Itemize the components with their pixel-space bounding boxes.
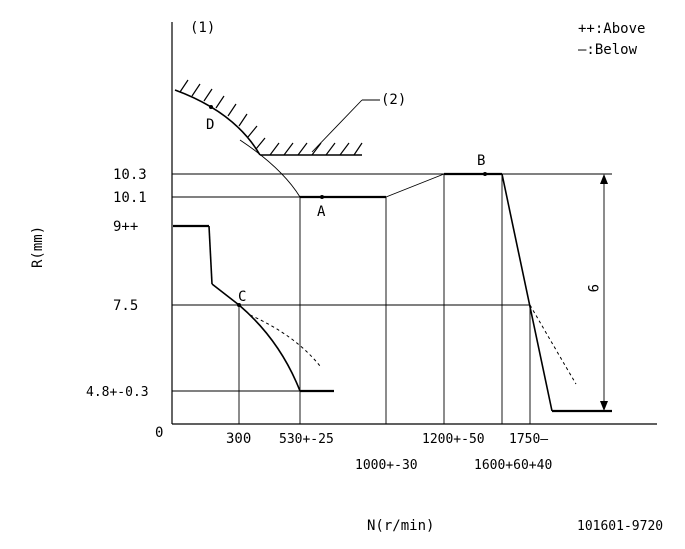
leader-2-diagonal: [311, 99, 363, 153]
drop-line: [208, 225, 213, 285]
marker-d: [209, 105, 213, 109]
ytick-10-3: 10.3: [113, 167, 147, 183]
ytick-9: 9++: [113, 219, 138, 235]
label-b: B: [477, 153, 485, 169]
legend-below: —:Below: [578, 42, 638, 58]
dim-arrow-top: [600, 174, 608, 184]
ytick-4-8: 4.8+-0.3: [86, 385, 149, 400]
xtick-1750: 1750—: [509, 432, 548, 447]
curve-c: [211, 283, 301, 392]
ytick-0: 0: [155, 425, 163, 441]
ytick-7-5: 7.5: [113, 298, 138, 314]
dim-arrow-bottom: [600, 401, 608, 411]
rise-to-b: [385, 173, 445, 198]
legend-above: ++:Above: [578, 21, 645, 37]
label-1: (1): [190, 20, 215, 36]
xtick-1600: 1600+60+40: [474, 458, 552, 473]
xtick-300: 300: [226, 431, 251, 447]
xtick-1200: 1200+-50: [422, 432, 485, 447]
droop-dashed: [529, 304, 577, 385]
curve-to-a: [239, 139, 301, 198]
droop-line: [501, 173, 553, 412]
label-9: 9: [584, 284, 600, 292]
label-c: C: [238, 289, 246, 305]
marker-c: [237, 303, 241, 307]
y-axis-title: R(mm): [30, 226, 46, 268]
curve-c-dashed: [249, 314, 321, 367]
hatch-marks: [179, 79, 363, 156]
label-a: A: [317, 204, 326, 220]
label-2: (2): [381, 92, 406, 108]
ytick-10-1: 10.1: [113, 190, 147, 206]
label-d: D: [206, 117, 214, 133]
marker-a: [320, 195, 324, 199]
xtick-530: 530+-25: [279, 432, 334, 447]
boundary-curve-d: [174, 89, 261, 156]
marker-b: [483, 172, 487, 176]
xtick-1000: 1000+-30: [355, 458, 418, 473]
x-axis-title: N(r/min): [367, 518, 434, 534]
drawing-code: 101601-9720: [577, 519, 663, 534]
